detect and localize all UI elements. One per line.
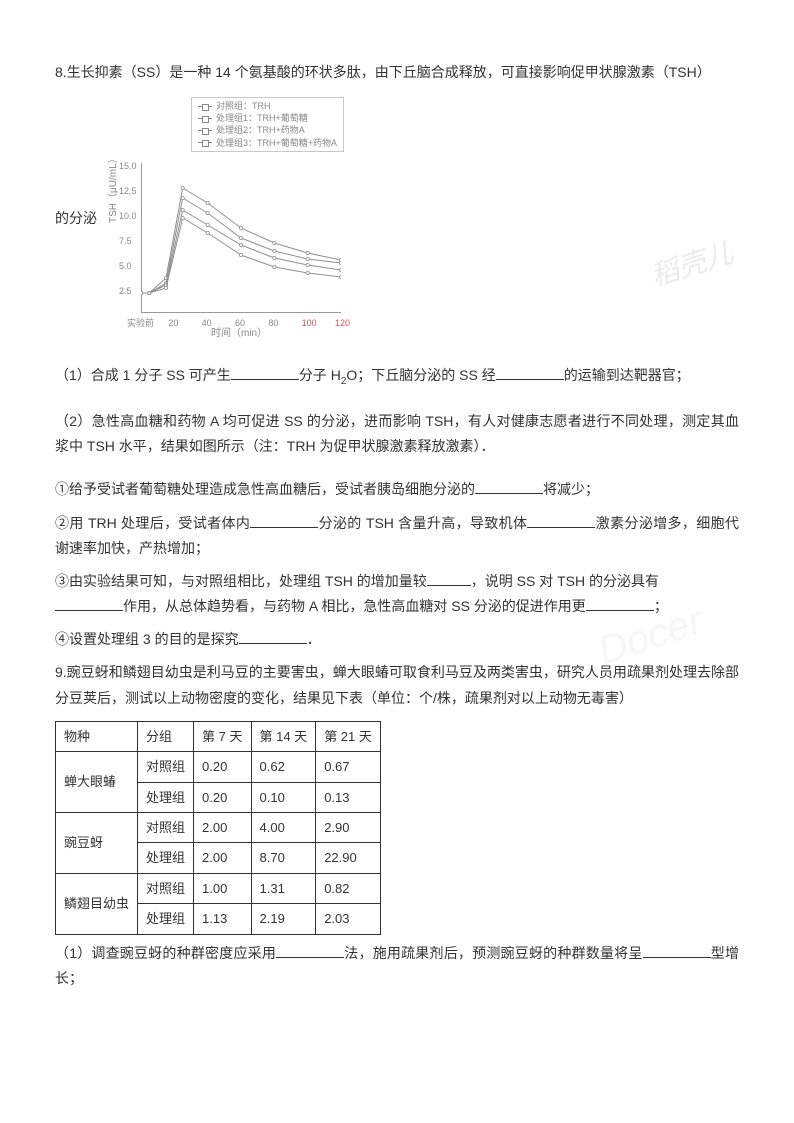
blank bbox=[496, 365, 564, 380]
table-row: 鳞翅目幼虫对照组1.001.310.82 bbox=[56, 873, 381, 903]
blank bbox=[55, 596, 123, 611]
table-header: 第 7 天 bbox=[194, 721, 251, 751]
blank bbox=[643, 942, 711, 957]
blank bbox=[475, 479, 543, 494]
legend-0: 对照组：TRH bbox=[216, 100, 271, 112]
q8-part2: （2）急性高血糖和药物 A 均可促进 SS 的分泌，进而影响 TSH，有人对健康… bbox=[55, 409, 739, 459]
blank bbox=[527, 512, 595, 527]
q8-s4: ④设置处理组 3 的目的是探究． bbox=[55, 627, 739, 652]
q8-s1: ①给予受试者葡萄糖处理造成急性高血糖后，受试者胰岛细胞分泌的将减少； bbox=[55, 477, 739, 502]
legend-2: 处理组2：TRH+药物A bbox=[216, 124, 305, 136]
table-header: 分组 bbox=[138, 721, 194, 751]
blank bbox=[276, 942, 344, 957]
blank bbox=[427, 571, 471, 586]
table-row: 蝉大眼蝽对照组0.200.620.67 bbox=[56, 752, 381, 782]
q8-part1: （1）合成 1 分子 SS 可产生分子 H2O；下丘脑分泌的 SS 经的运输到达… bbox=[55, 363, 739, 391]
q8-prefix: 的分泌 bbox=[55, 206, 97, 231]
blank bbox=[250, 512, 318, 527]
table-header: 第 14 天 bbox=[251, 721, 316, 751]
table-row: 豌豆蚜对照组2.004.002.90 bbox=[56, 813, 381, 843]
chart-block: 的分泌 对照组：TRH 处理组1：TRH+葡萄糖 处理组2：TRH+药物A 处理… bbox=[55, 93, 739, 343]
density-table: 物种分组第 7 天第 14 天第 21 天 蝉大眼蝽对照组0.200.620.6… bbox=[55, 721, 381, 935]
q9-intro: 9.豌豆蚜和鳞翅目幼虫是利马豆的主要害虫，蝉大眼蝽可取食利马豆及两类害虫，研究人… bbox=[55, 660, 739, 710]
q8-intro: 8.生长抑素（SS）是一种 14 个氨基酸的环状多肽，由下丘脑合成释放，可直接影… bbox=[55, 60, 739, 85]
q8-s2: ②用 TRH 处理后，受试者体内分泌的 TSH 含量升高，导致机体激素分泌增多，… bbox=[55, 511, 739, 561]
chart-curves bbox=[141, 163, 341, 313]
table-header: 物种 bbox=[56, 721, 138, 751]
table-header: 第 21 天 bbox=[316, 721, 381, 751]
blank bbox=[231, 365, 299, 380]
chart-legend: 对照组：TRH 处理组1：TRH+葡萄糖 处理组2：TRH+药物A 处理组3：T… bbox=[191, 97, 344, 152]
blank bbox=[586, 596, 654, 611]
blank bbox=[239, 629, 307, 644]
tsh-chart: 对照组：TRH 处理组1：TRH+葡萄糖 处理组2：TRH+药物A 处理组3：T… bbox=[101, 93, 361, 343]
q8-s3: ③由实验结果可知，与对照组相比，处理组 TSH 的增加量较，说明 SS 对 TS… bbox=[55, 569, 739, 619]
legend-1: 处理组1：TRH+葡萄糖 bbox=[216, 112, 308, 124]
legend-3: 处理组3：TRH+葡萄糖+药物A bbox=[216, 137, 337, 149]
q9-part1: （1）调查豌豆蚜的种群密度应采用法，施用疏果剂后，预测豌豆蚜的种群数量将呈型增长… bbox=[55, 941, 739, 991]
